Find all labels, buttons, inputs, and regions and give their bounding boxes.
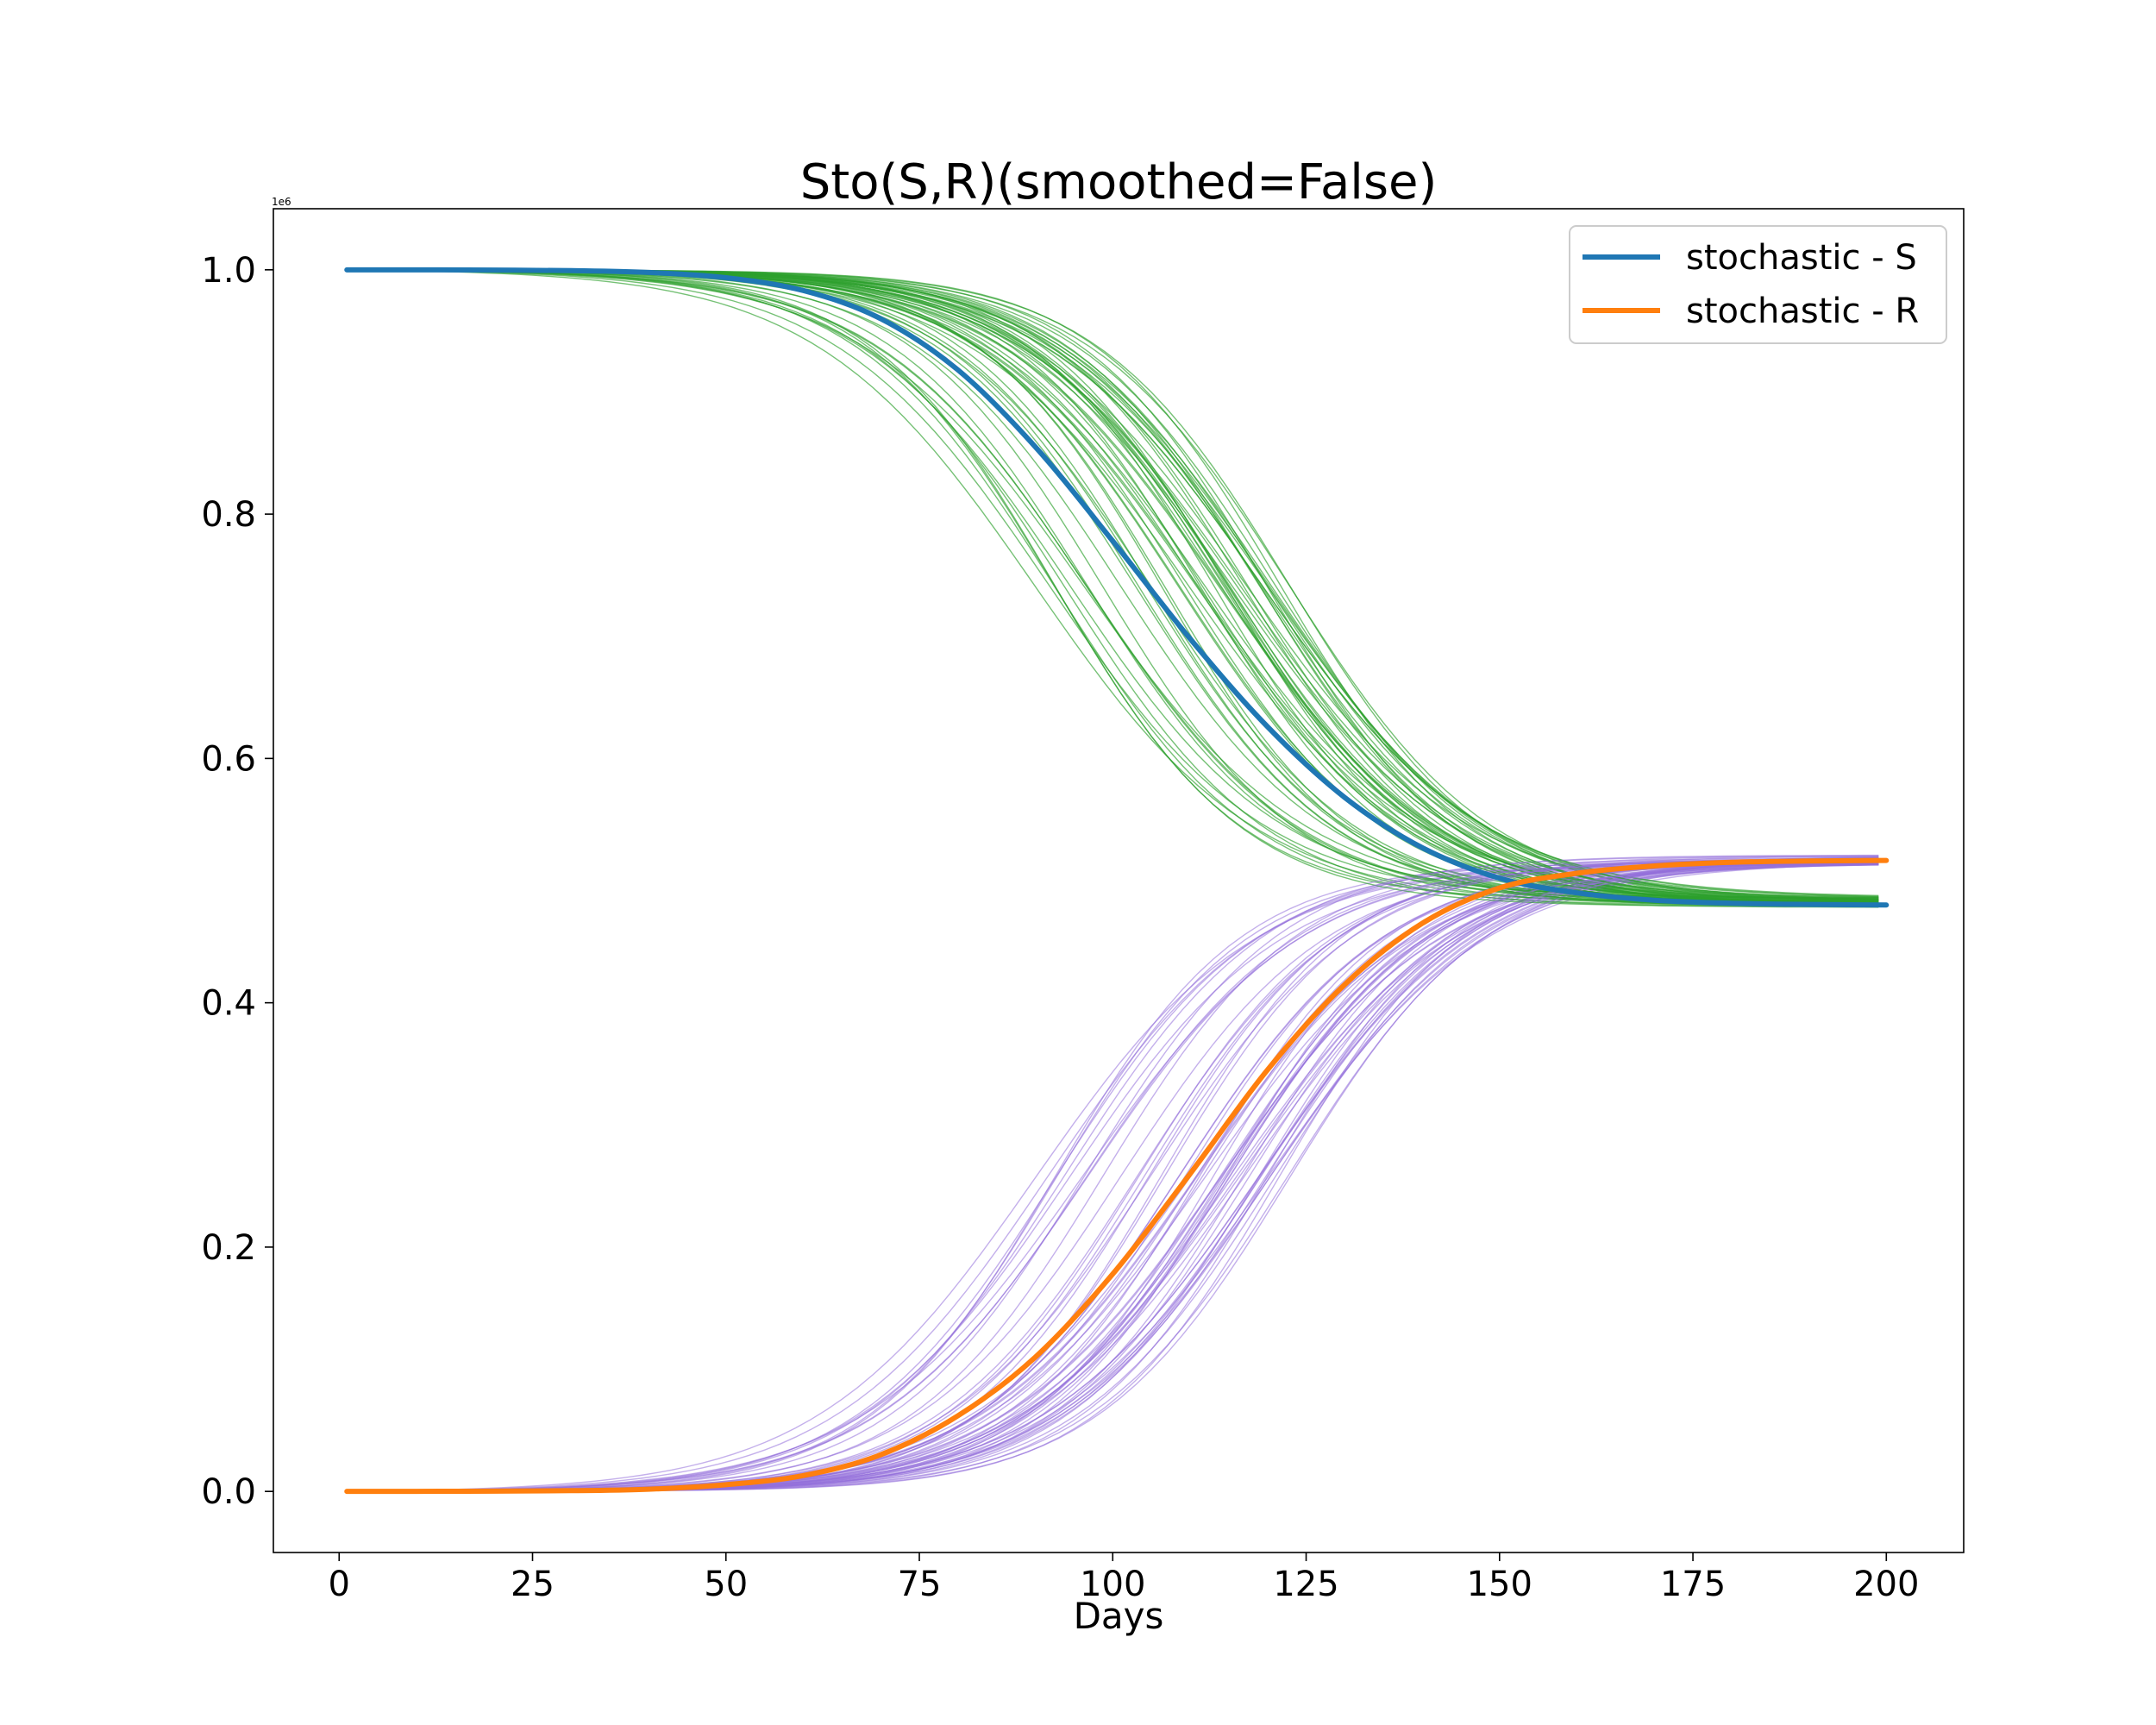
legend-box	[1569, 225, 1947, 344]
ensemble-run-s	[347, 269, 1879, 907]
x-tick-label: 200	[1853, 1565, 1919, 1604]
x-tick-label: 0	[329, 1565, 350, 1604]
y-tick-label: 0.6	[201, 739, 256, 779]
x-tick-label: 25	[511, 1565, 555, 1604]
y-tick-label: 1.0	[201, 251, 256, 291]
plot-frame	[273, 208, 1965, 1553]
y-tick-label: 0.0	[201, 1472, 256, 1512]
series-line-stochastic-r	[344, 857, 1890, 1495]
ensemble-run-s	[347, 269, 1879, 906]
x-axis-label: Days	[1074, 1595, 1164, 1637]
x-tick-label: 125	[1273, 1565, 1338, 1604]
x-tick-label: 150	[1467, 1565, 1532, 1604]
series-line-stochastic-s	[344, 267, 1890, 908]
x-tick-label: 175	[1660, 1565, 1726, 1604]
legend-label-stochastic-s: stochastic - S	[1686, 238, 1917, 278]
y-tick-label: 0.2	[201, 1228, 256, 1268]
x-tick-label: 75	[898, 1565, 942, 1604]
x-axis: 0 25 50 75 100 125 150 175 200	[329, 1552, 1919, 1604]
legend-label-stochastic-r: stochastic - R	[1686, 292, 1919, 331]
y-tick-label: 0.8	[201, 495, 256, 535]
x-tick-label: 100	[1080, 1565, 1145, 1604]
chart-title: Sto(S,R)(smoothed=False)	[800, 154, 1438, 210]
x-tick-label: 50	[704, 1565, 748, 1604]
y-tick-label: 0.4	[201, 984, 256, 1024]
y-offset-label: 1e6	[272, 196, 291, 208]
legend: stochastic - S stochastic - R	[1569, 225, 1947, 344]
y-axis: 0.0 0.2 0.4 0.6 0.8 1.0	[201, 251, 273, 1512]
main-series	[344, 267, 1890, 1495]
